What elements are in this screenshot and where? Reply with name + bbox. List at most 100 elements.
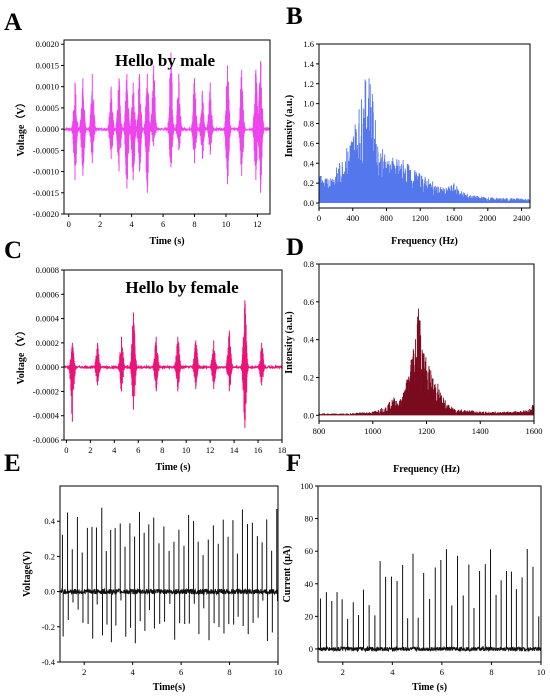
signal-burst [88,73,97,164]
x-tick-label: 6 [440,667,444,677]
x-tick-label: 4 [390,667,395,677]
signal-burst [224,330,234,392]
axes-frame [63,39,271,215]
x-tick-label: 8 [227,667,231,677]
y-tick-label: -0.0020 [33,209,59,219]
panel-d: D 800 1000 1200 1400 1600 0.0 0.2 0.4 0.6 0.8 Frequ… [284,234,543,475]
x-tick-label: 10 [182,445,191,455]
panel-title: Hello by male [115,51,216,70]
y-tick-label: 100 [300,481,313,491]
signal-burst [206,82,215,155]
panel-e: E 2 4 6 8 10 -0.4 -0.2 0.0 0.2 0.4 Time(s) Voltage(V… [4,450,282,693]
signal-burst [191,340,200,389]
spectrum [319,78,530,204]
signal-burst [166,52,175,168]
panel-b: B 0 400 800 1200 1600 2000 2400 0.0 0.2 0.4 0.6 0.8 1… [284,3,531,247]
y-axis-label: Voltage（V） [14,325,27,384]
x-tick-label: 10 [274,667,283,677]
signal-burst [78,78,87,176]
y-tick-label: 0.4 [303,335,314,345]
plot-area-b [319,78,530,204]
panel-letter-d: D [286,234,304,261]
y-tick-label: 0.6 [303,297,314,307]
y-tick-label: 60 [305,546,314,556]
signal-burst [106,86,116,159]
signal-peaks [61,507,278,644]
y-axis-label: Intensity (a.u.) [284,311,295,374]
y-tick-label: 40 [305,579,314,589]
x-axis-label: Time (s) [155,462,190,473]
signal-burst [209,340,218,389]
y-tick-label: -0.0002 [33,386,59,396]
y-tick-label: 0.6 [303,138,314,148]
x-axis-label: Time (s) [149,236,184,247]
signal-burst [143,73,152,193]
x-tick-label: 8 [489,667,493,677]
y-tick-label: 1.0 [303,99,314,109]
x-tick-label: 2 [88,445,92,455]
x-tick-label: 4 [131,667,136,677]
signal-burst [198,90,207,159]
y-tick-label: 0.0015 [36,60,59,70]
x-axis-label: Time(s) [153,682,186,693]
y-tick-label: 0.8 [303,119,314,129]
panel-letter-e: E [4,450,21,477]
x-tick-label: 1200 [412,213,429,223]
panel-title: Hello by female [125,278,239,297]
x-axis-label: Frequency (Hz) [391,236,458,247]
y-tick-label: 1.2 [303,79,314,89]
plot-area-e [60,507,278,644]
x-tick-label: 2000 [479,213,496,223]
y-axis-label: Intensity (a.u.) [284,95,295,158]
axes-frame [63,269,283,441]
x-tick-label: 12 [253,219,262,229]
y-tick-label: 0.0008 [36,265,59,275]
signal-burst [149,65,158,147]
y-tick-label: 0.0 [303,198,314,208]
x-tick-label: 1600 [446,213,463,223]
x-tick-label: 10 [222,219,231,229]
x-tick-label: 10 [537,667,546,677]
x-tick-label: 6 [161,219,165,229]
x-tick-label: 800 [313,426,326,436]
x-tick-label: 2 [341,667,345,677]
signal-burst [70,82,79,181]
x-tick-label: 0 [64,445,68,455]
y-tick-label: -0.0006 [33,435,59,445]
x-tick-label: 2 [98,219,102,229]
signal-burst [237,69,246,176]
signal-burst [190,78,199,164]
x-axis-label: Time (s) [412,682,447,693]
panel-letter-f: F [286,450,301,477]
x-tick-label: 1000 [364,426,381,436]
y-tick-label: 0.0010 [36,82,59,92]
x-tick-label: 2 [82,667,86,677]
y-tick-label: -0.0005 [33,145,59,155]
y-tick-label: 20 [305,611,314,621]
y-tick-label: 0.0002 [36,338,59,348]
x-tick-label: 14 [230,445,239,455]
y-tick-label: 0.0005 [36,103,59,113]
signal-burst [128,82,138,181]
x-tick-label: 2400 [513,213,530,223]
y-tick-label: 0.0 [44,587,55,597]
signal-burst [173,336,182,392]
signal-burst [93,342,102,386]
x-tick-label: 1200 [418,426,435,436]
x-tick-label: 18 [278,445,287,455]
plot-area-c [64,300,282,428]
x-tick-label: 4 [112,445,117,455]
y-tick-label: 0.0000 [36,362,59,372]
x-tick-label: 12 [206,445,215,455]
axes-frame [318,43,531,209]
x-tick-label: 6 [179,667,183,677]
signal-burst [117,336,126,392]
plot-area-a [64,52,270,193]
axes-frame [317,485,542,663]
y-tick-label: -0.0010 [33,167,59,177]
panel-a: A 0 2 4 6 8 10 12 -0.0020 -0.0015 -0.0010 -0.0005 0.… [4,9,271,247]
y-tick-label: -0.4 [42,657,56,667]
y-tick-label: 0.4 [303,158,314,168]
x-tick-label: 800 [380,213,393,223]
